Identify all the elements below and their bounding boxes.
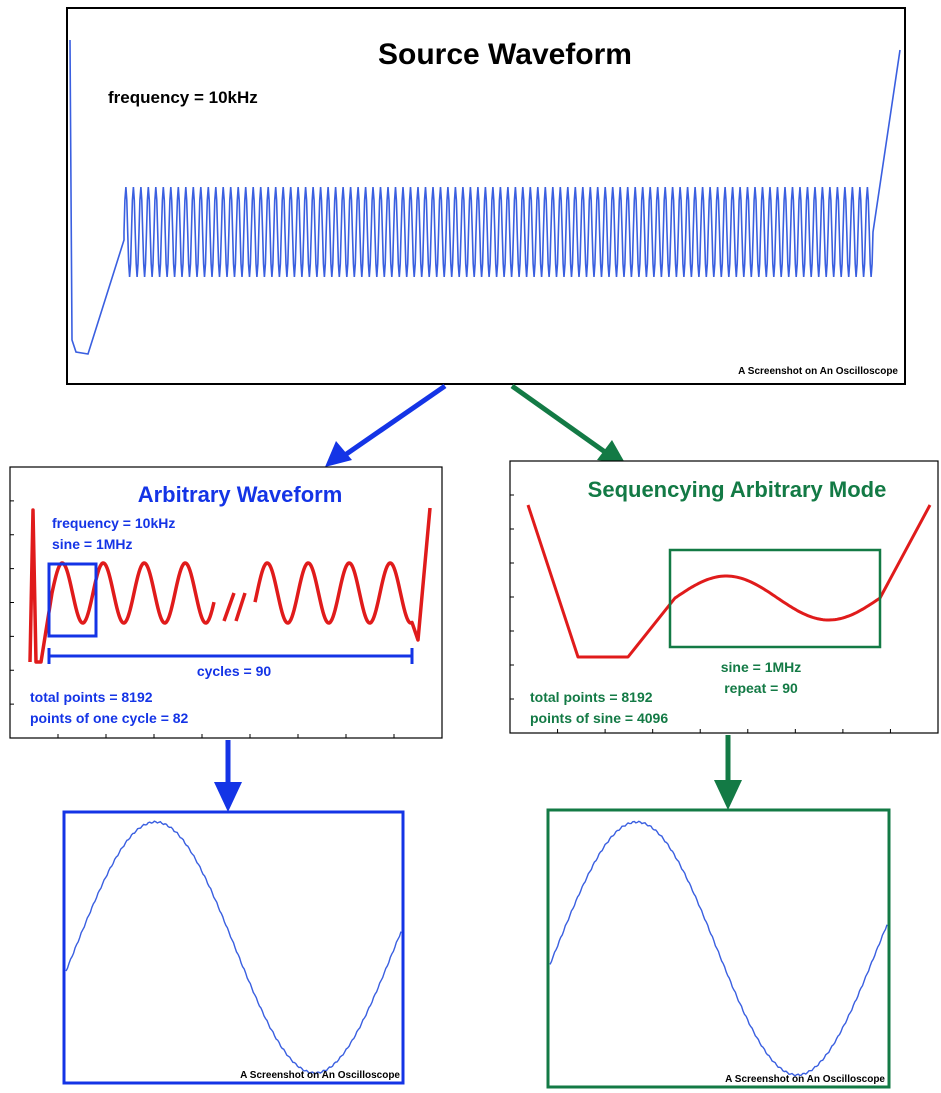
sequencing-sine-label: sine = 1MHz <box>721 659 802 675</box>
sequencing-mode-panel: Sequencying Arbitrary Mode sine = 1MHz r… <box>509 460 939 734</box>
arbitrary-result-frame <box>62 810 405 1085</box>
sequencing-result-caption: A Screenshot on An Oscilloscope <box>725 1074 885 1085</box>
sequencing-panel-title: Sequencying Arbitrary Mode <box>588 477 887 502</box>
source-waveform-panel: Source Waveform frequency = 10kHz A Scre… <box>66 7 906 385</box>
source-oscilloscope-caption: A Screenshot on An Oscilloscope <box>738 366 898 377</box>
source-to-sequencing-arrow <box>510 383 625 463</box>
sequencing-result-panel: A Screenshot on An Oscilloscope <box>546 808 891 1089</box>
sequencing-panel-frame <box>509 460 939 734</box>
arbitrary-frequency-label: frequency = 10kHz <box>52 515 175 531</box>
sequencing-panel-ticks <box>510 494 891 733</box>
sequencing-to-result-arrow <box>714 735 742 810</box>
arbitrary-sine-label: sine = 1MHz <box>52 536 133 552</box>
source-frequency-label: frequency = 10kHz <box>108 88 258 107</box>
source-to-arbitrary-arrow <box>325 383 447 467</box>
repeat-label: repeat = 90 <box>724 680 798 696</box>
arbitrary-panel-frame <box>9 466 443 739</box>
arbitrary-total-points-label: total points = 8192 <box>30 689 153 705</box>
sequencing-total-points-label: total points = 8192 <box>530 689 653 705</box>
arbitrary-waveform-trace <box>28 507 432 664</box>
arbitrary-result-caption: A Screenshot on An Oscilloscope <box>240 1070 400 1081</box>
arbitrary-result-panel: A Screenshot on An Oscilloscope <box>62 810 405 1085</box>
arbitrary-panel-title: Arbitrary Waveform <box>138 482 343 507</box>
points-of-sine-label: points of sine = 4096 <box>530 710 668 726</box>
arbitrary-waveform-panel: Arbitrary Waveform frequency = 10kHz sin… <box>9 466 443 739</box>
source-panel-title: Source Waveform <box>378 38 632 71</box>
arbitrary-to-result-arrow <box>214 740 242 812</box>
source-waveform-trace <box>69 39 901 355</box>
cycles-label: cycles = 90 <box>197 663 272 679</box>
arbitrary-panel-ticks <box>10 500 395 738</box>
points-of-one-cycle-label: points of one cycle = 82 <box>30 710 189 726</box>
sequencing-result-frame <box>546 808 891 1089</box>
sequencing-result-sine-trace <box>549 820 888 1077</box>
arbitrary-result-sine-trace <box>65 820 402 1075</box>
one-cycle-highlight-box <box>47 562 98 638</box>
sine-segment-highlight-box <box>668 548 882 649</box>
cycles-span-marker <box>47 648 414 664</box>
sequencing-waveform-trace <box>526 504 932 659</box>
